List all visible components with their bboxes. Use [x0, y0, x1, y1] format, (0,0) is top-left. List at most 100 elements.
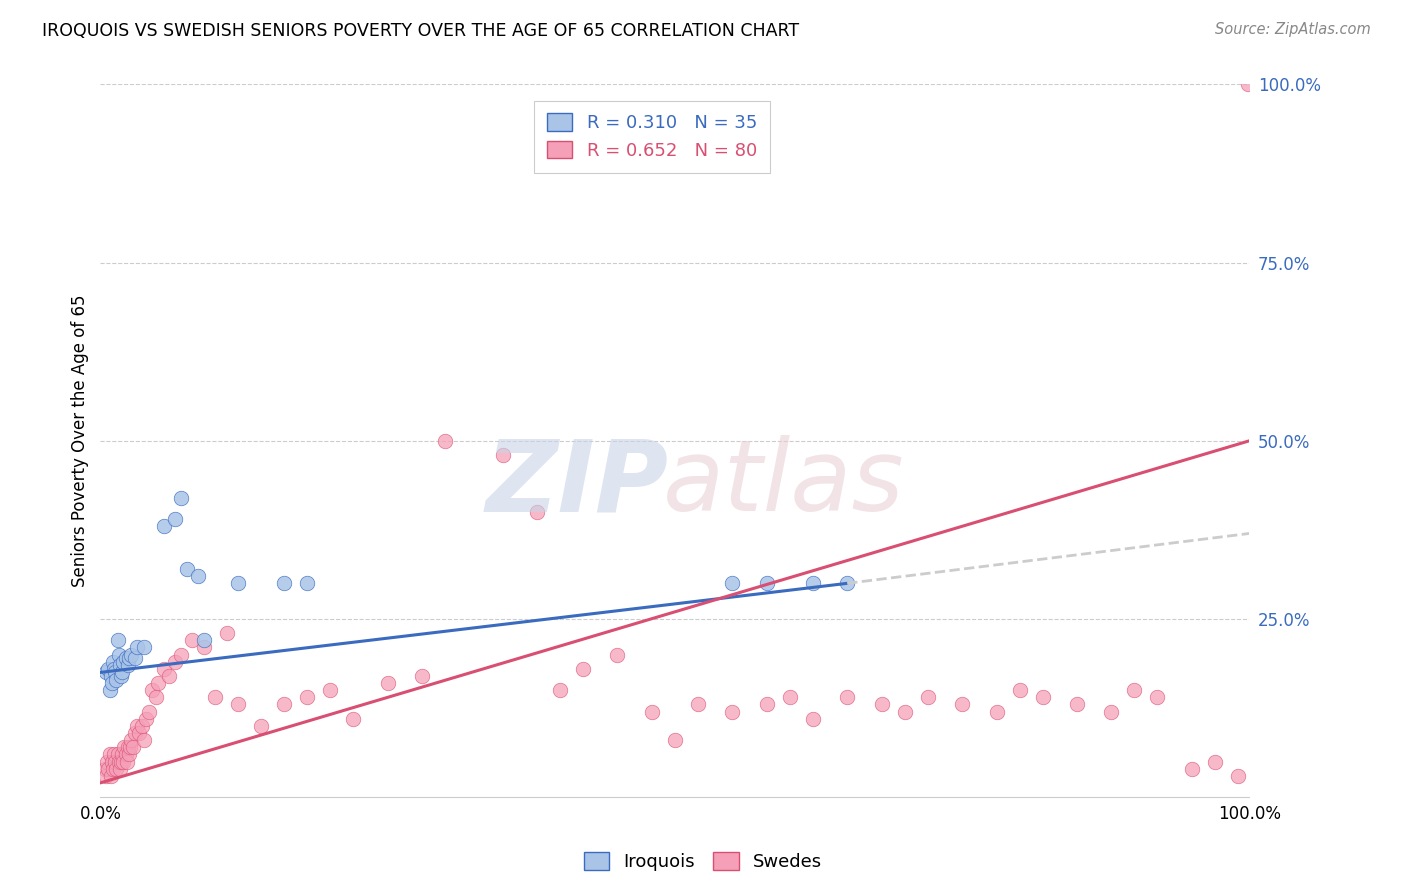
Point: [124, 651, 146, 665]
Point: [103, 662, 125, 676]
Point: [163, 655, 186, 669]
Point: [163, 512, 186, 526]
Point: [721, 705, 744, 719]
Text: IROQUOIS VS SWEDISH SENIORS POVERTY OVER THE AGE OF 65 CORRELATION CHART: IROQUOIS VS SWEDISH SENIORS POVERTY OVER…: [42, 22, 799, 40]
Point: [1008, 683, 1031, 698]
Point: [273, 576, 295, 591]
Point: [112, 655, 135, 669]
Point: [411, 669, 433, 683]
Point: [114, 740, 136, 755]
Point: [112, 755, 135, 769]
Point: [107, 747, 129, 762]
Point: [101, 676, 124, 690]
Point: [101, 655, 124, 669]
Point: [187, 569, 209, 583]
Point: [319, 683, 342, 698]
Point: [128, 726, 150, 740]
Point: [117, 658, 139, 673]
Y-axis label: Seniors Poverty Over the Age of 65: Seniors Poverty Over the Age of 65: [72, 294, 89, 587]
Point: [606, 648, 628, 662]
Point: [110, 669, 132, 683]
Point: [1146, 690, 1168, 705]
Point: [1237, 78, 1260, 92]
Point: [434, 434, 457, 448]
Point: [193, 640, 215, 655]
Point: [526, 505, 548, 519]
Point: [181, 633, 204, 648]
Point: [98, 683, 121, 698]
Point: [779, 690, 801, 705]
Point: [135, 712, 157, 726]
Point: [94, 762, 117, 776]
Point: [721, 576, 744, 591]
Point: [108, 762, 131, 776]
Point: [870, 698, 893, 712]
Point: [755, 576, 778, 591]
Point: [215, 626, 238, 640]
Legend: R = 0.310   N = 35, R = 0.652   N = 80: R = 0.310 N = 35, R = 0.652 N = 80: [534, 101, 769, 172]
Point: [837, 576, 859, 591]
Point: [176, 562, 198, 576]
Point: [107, 648, 129, 662]
Point: [105, 762, 128, 776]
Point: [94, 769, 117, 783]
Point: [117, 740, 139, 755]
Point: [1031, 690, 1053, 705]
Point: [111, 665, 134, 680]
Point: [801, 712, 824, 726]
Point: [152, 519, 174, 533]
Point: [1066, 698, 1088, 712]
Point: [491, 448, 513, 462]
Point: [170, 648, 193, 662]
Point: [145, 690, 167, 705]
Point: [801, 576, 824, 591]
Point: [641, 705, 664, 719]
Point: [127, 719, 149, 733]
Point: [94, 665, 117, 680]
Point: [273, 698, 295, 712]
Point: [104, 755, 127, 769]
Point: [837, 690, 859, 705]
Point: [548, 683, 571, 698]
Point: [120, 740, 142, 755]
Point: [226, 698, 249, 712]
Point: [97, 662, 120, 676]
Point: [103, 747, 125, 762]
Point: [1101, 705, 1123, 719]
Point: [152, 662, 174, 676]
Text: ZIP: ZIP: [485, 435, 669, 532]
Point: [295, 576, 318, 591]
Point: [100, 769, 122, 783]
Point: [138, 705, 160, 719]
Point: [1123, 683, 1146, 698]
Point: [204, 690, 226, 705]
Text: Source: ZipAtlas.com: Source: ZipAtlas.com: [1215, 22, 1371, 37]
Point: [108, 658, 131, 673]
Point: [114, 651, 136, 665]
Point: [193, 633, 215, 648]
Point: [755, 698, 778, 712]
Point: [98, 747, 121, 762]
Point: [170, 491, 193, 505]
Point: [132, 733, 155, 747]
Point: [377, 676, 399, 690]
Point: [111, 747, 134, 762]
Point: [950, 698, 973, 712]
Point: [101, 762, 124, 776]
Point: [572, 662, 595, 676]
Point: [141, 683, 163, 698]
Point: [97, 762, 120, 776]
Point: [100, 669, 122, 683]
Point: [104, 665, 127, 680]
Point: [107, 633, 129, 648]
Point: [132, 640, 155, 655]
Point: [295, 690, 318, 705]
Point: [115, 755, 138, 769]
Text: atlas: atlas: [664, 435, 905, 532]
Point: [917, 690, 939, 705]
Point: [120, 733, 142, 747]
Point: [114, 747, 136, 762]
Point: [157, 669, 180, 683]
Point: [101, 755, 124, 769]
Point: [146, 676, 169, 690]
